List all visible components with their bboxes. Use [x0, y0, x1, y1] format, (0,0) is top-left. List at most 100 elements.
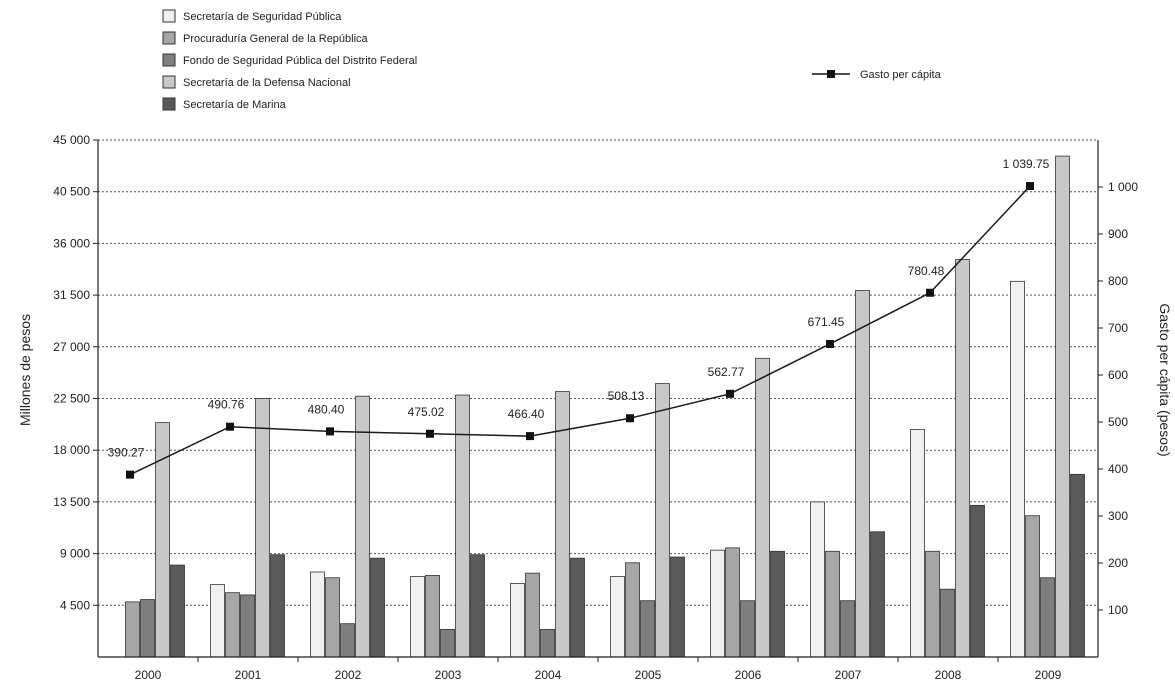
per-capita-line-path [129, 185, 1031, 476]
legend-line-label: Gasto per cápita [860, 69, 942, 81]
legend: Secretaría de Seguridad Pública Procuradu… [162, 9, 942, 111]
bar [870, 531, 885, 658]
line-data-label: 390.27 [108, 446, 145, 460]
y-tick-label: 13 500 [53, 495, 90, 509]
y-tick-label: 40 500 [53, 185, 90, 199]
legend-label: Procuraduría General de la República [183, 33, 369, 45]
bar [610, 576, 625, 658]
bar [210, 584, 225, 658]
bar [540, 629, 555, 658]
y2-tick-label: 100 [1108, 603, 1128, 617]
y2-tick-label: 500 [1108, 415, 1128, 429]
bar [910, 429, 925, 658]
bar [1040, 577, 1055, 658]
legend-label: Fondo de Seguridad Pública del Distrito … [183, 55, 417, 67]
x-tick-label: 2003 [435, 668, 462, 682]
legend-swatch [162, 9, 176, 23]
bar [1055, 155, 1070, 658]
bar [625, 562, 640, 658]
bar [970, 504, 985, 658]
y-tick-label: 9 000 [60, 547, 90, 561]
y2-tick-label: 400 [1108, 462, 1128, 476]
bar [940, 588, 955, 658]
line-data-label: 562.77 [708, 365, 745, 379]
bar [770, 550, 785, 658]
y2-tick-label: 900 [1108, 227, 1128, 241]
x-tick-label: 2007 [835, 668, 862, 682]
bar [410, 576, 425, 658]
bar [525, 572, 540, 658]
bar [340, 623, 355, 658]
bar [855, 290, 870, 658]
bar [755, 357, 770, 658]
line-marker [926, 288, 934, 297]
bar [310, 571, 325, 658]
x-tick-label: 2001 [235, 668, 262, 682]
y-tick-label: 27 000 [53, 340, 90, 354]
bar [825, 550, 840, 658]
bar [570, 557, 585, 658]
bar [710, 549, 725, 658]
legend-swatch [162, 53, 176, 67]
line-marker [1026, 182, 1034, 191]
bar [270, 554, 285, 658]
x-tick-label: 2002 [335, 668, 362, 682]
y2-tick-label: 200 [1108, 556, 1128, 570]
grid-lines [98, 139, 1098, 606]
line-data-label: 1 039.75 [1003, 157, 1050, 171]
line-data-label: 490.76 [208, 398, 245, 412]
line-marker [826, 339, 834, 348]
legend-swatch [162, 75, 176, 89]
bar [440, 629, 455, 658]
bar [840, 600, 855, 658]
per-capita-line: 390.27 490.76 480.40 475.02 466.40 508.13 562.… [108, 157, 1050, 479]
bar [225, 592, 240, 658]
line-data-label: 780.48 [908, 264, 945, 278]
bar [955, 259, 970, 658]
y2-tick-label: 300 [1108, 509, 1128, 523]
bar [170, 564, 185, 658]
bar [655, 383, 670, 658]
y2-tick-label: 800 [1108, 274, 1128, 288]
line-marker [526, 432, 534, 441]
line-marker [726, 389, 734, 398]
line-marker [126, 470, 134, 479]
line-marker [426, 429, 434, 438]
legend-swatch [162, 97, 176, 111]
y-tick-label: 36 000 [53, 236, 90, 250]
bars [125, 155, 1085, 658]
legend-line-marker [827, 70, 835, 78]
legend-label: Secretaría de la Defensa Nacional [183, 77, 351, 89]
bar [810, 501, 825, 658]
line-data-label: 508.13 [608, 389, 645, 403]
line-marker [226, 422, 234, 431]
bar [355, 395, 370, 658]
y-tick-label: 31 500 [53, 288, 90, 302]
y2-axis-title: Gasto per cápita (pesos) [1157, 303, 1173, 456]
bar [370, 557, 385, 658]
bar [510, 583, 525, 658]
bar [1010, 280, 1025, 658]
y2-tick-label: 600 [1108, 368, 1128, 382]
axes: 4 500 9 000 13 500 18 000 22 500 27 000 31 500… [53, 133, 1138, 682]
y2-tick-label: 700 [1108, 321, 1128, 335]
y-tick-label: 45 000 [53, 133, 90, 147]
y-tick-label: 4 500 [60, 598, 90, 612]
bar [1025, 515, 1040, 658]
x-tick-label: 2005 [635, 668, 662, 682]
line-data-label: 466.40 [508, 407, 545, 421]
x-tick-label: 2000 [135, 668, 162, 682]
line-data-label: 671.45 [808, 315, 845, 329]
bar [325, 577, 340, 658]
y2-tick-label: 1 000 [1108, 180, 1138, 194]
x-tick-label: 2008 [935, 668, 962, 682]
y-axis-title: Millones de pesos [17, 314, 33, 426]
legend-label: Secretaría de Seguridad Pública [183, 11, 342, 23]
bar [725, 547, 740, 658]
legend-label: Secretaría de Marina [183, 99, 287, 111]
bar [1070, 473, 1085, 658]
bar [470, 554, 485, 658]
bar [125, 601, 140, 658]
legend-swatch [162, 31, 176, 45]
